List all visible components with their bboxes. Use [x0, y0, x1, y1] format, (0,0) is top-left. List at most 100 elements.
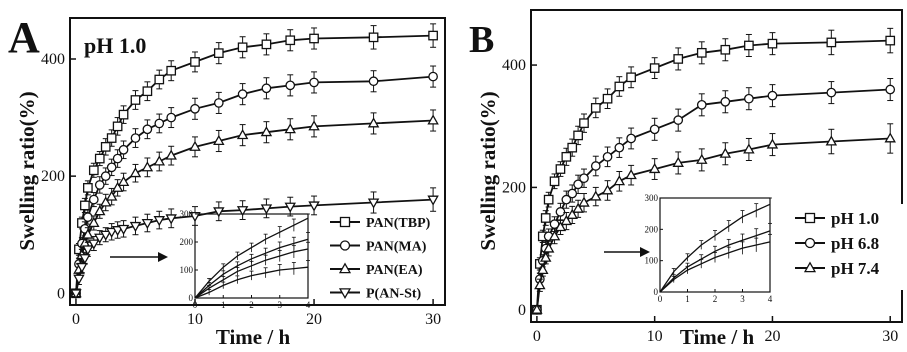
panel-a-data-point — [428, 30, 438, 41]
panel-b-data-point — [540, 213, 551, 223]
panel-a-x-tick-label: 0 — [72, 311, 80, 328]
panel-b-x-tick-label: 20 — [764, 328, 780, 345]
panel-b-data-point — [625, 169, 637, 180]
panel-b-data-point — [696, 47, 707, 58]
panel-a-data-point — [130, 95, 141, 105]
panel-a-data-point — [88, 194, 99, 205]
panel-a-data-point — [79, 254, 91, 265]
panel-a-data-point — [94, 205, 106, 216]
panel-b-data-point — [743, 143, 755, 154]
panel-b-y-tick-label: 0 — [518, 302, 526, 319]
panel-a-data-point — [111, 181, 124, 192]
panel-a-inset-series-3-line — [194, 248, 309, 299]
panel-a-plot-frame — [69, 17, 446, 306]
panel-a-data-point — [213, 98, 224, 108]
panel-b-x-tick-label: 10 — [647, 328, 663, 345]
panel-a-data-point — [190, 57, 200, 67]
panel-a-data-point — [88, 239, 100, 250]
panel-b-data-point — [534, 279, 546, 290]
panel-b-data-point — [590, 103, 601, 113]
panel-b-data-point — [578, 196, 590, 207]
panel-b-data-point — [767, 38, 778, 49]
panel-a-legend-entries: PAN(TBP) PAN(MA) PAN(EA) P(AN-St) — [330, 216, 431, 302]
panel-b-label: B — [469, 19, 494, 61]
panel-a-data-point — [100, 171, 111, 181]
panel-a-data-point — [154, 118, 165, 129]
panel-a-data-point — [117, 224, 130, 236]
panel-b-data-point — [720, 96, 731, 107]
panel-b-inset-y-tick-label: 0 — [654, 287, 659, 297]
panel-b-inset-x-tick-label: 2 — [713, 294, 718, 304]
panel-b-inset-series-3-line — [659, 241, 771, 293]
panel-b-data-point — [602, 151, 613, 162]
panel-b-data-point — [573, 130, 583, 141]
panel-b-data-point — [767, 90, 778, 101]
panel-a-data-point — [309, 33, 319, 44]
panel-a-inset: 0 1 2 3 4 0 100 200 300 — [180, 209, 311, 310]
panel-a-data-point — [367, 198, 380, 209]
panel-b-legend-entries: pH 1.0 pH 6.8 pH 7.4 — [795, 209, 880, 278]
panel-b-data-point — [555, 207, 566, 217]
panel-b-data-point — [548, 230, 561, 241]
panel-a-data-point — [117, 175, 130, 187]
panel-a-data-point — [80, 200, 90, 211]
panel-a-data-point — [237, 89, 248, 99]
panel-a-data-point — [427, 195, 439, 206]
panel-b-x-axis-label: Time / h — [680, 325, 755, 349]
panel-a-y-tick-label: 400 — [41, 51, 65, 68]
panel-b-y-tick-label: 400 — [502, 57, 526, 74]
panel-a-data-point — [82, 245, 94, 256]
panel-a-data-point — [285, 80, 296, 91]
panel-a-data-point — [141, 218, 154, 230]
panel-a-data-point — [166, 65, 177, 76]
panel-b-data-point — [648, 162, 661, 174]
panel-b-data-point — [720, 44, 731, 55]
panel-a-inset-y-tick-label: 200 — [180, 237, 194, 247]
panel-a-x-axis-label: Time / h — [216, 325, 291, 349]
panel-a-data-point — [189, 211, 201, 223]
panel-a-data-point — [153, 155, 166, 166]
panel-a-inset-y-tick-label: 0 — [189, 293, 194, 303]
panel-b-data-point — [826, 87, 837, 98]
panel-a-data-point — [105, 190, 118, 201]
panel-b-inset-series-2-line — [659, 230, 771, 293]
panel-a-data-point — [260, 126, 273, 137]
panel-b-inset-x-tick-label: 0 — [658, 294, 663, 304]
panel-b-data-point — [602, 93, 613, 104]
panel-a-y-tick-label: 200 — [41, 168, 65, 185]
panel-a-data-point — [428, 71, 438, 82]
panel-b-data-point — [613, 175, 626, 186]
panel-a-data-point — [111, 226, 124, 237]
panel-a-data-point — [309, 77, 319, 88]
panel-b-inset-x-tick-label: 3 — [740, 294, 745, 304]
panel-b-legend-marker — [804, 212, 816, 224]
panel-a-data-point — [142, 86, 153, 97]
panel-a-data-point — [284, 123, 296, 134]
panel-a-inset-series-1-line — [194, 217, 309, 299]
panel-a-data-point — [165, 149, 177, 160]
panel-b-data-point — [885, 35, 896, 46]
panel-a-inset-x-tick-label: 1 — [221, 300, 226, 310]
panel-a-data-point — [261, 39, 272, 50]
panel-b-plot-frame — [530, 9, 903, 323]
panel-a-legend-label: PAN(MA) — [366, 240, 427, 255]
panel-b-data-point — [696, 99, 707, 110]
panel-b-data-point — [885, 84, 896, 95]
panel-a-data-point — [153, 216, 166, 227]
panel-b-inset-series-1-line — [659, 203, 771, 293]
panel-a-data-point — [189, 140, 201, 151]
panel-b-data-point — [744, 93, 754, 104]
panel-a-data-point — [88, 216, 100, 228]
panel-a-data-point — [261, 83, 272, 94]
panel-a-data-point — [236, 206, 249, 217]
panel-a-data-point — [308, 201, 320, 212]
panel-a-data-point — [70, 289, 82, 300]
panel-b-data-point — [719, 147, 732, 158]
panel-a-data-point — [154, 74, 165, 85]
panel-b-x-tick-label: 0 — [533, 328, 541, 345]
panel-b-legend-label: pH 7.4 — [831, 259, 880, 278]
panel-b-data-point — [543, 194, 554, 205]
